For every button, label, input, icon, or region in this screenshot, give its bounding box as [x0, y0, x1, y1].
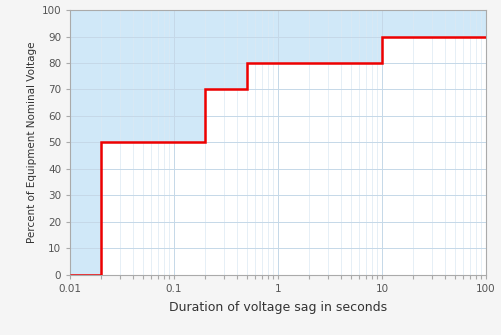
- X-axis label: Duration of voltage sag in seconds: Duration of voltage sag in seconds: [169, 301, 387, 314]
- Y-axis label: Percent of Equipment Nominal Voltage: Percent of Equipment Nominal Voltage: [28, 42, 37, 243]
